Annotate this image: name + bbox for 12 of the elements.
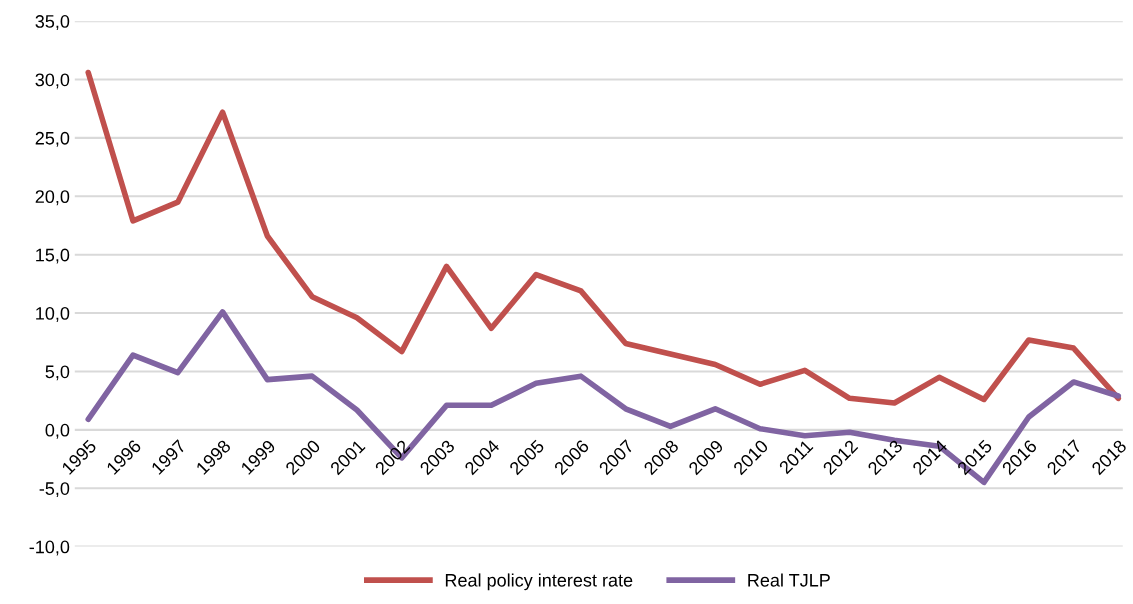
y-tick-label: 0,0 — [45, 423, 70, 439]
y-tick-label: 15,0 — [36, 248, 70, 264]
y-tick-label: 10,0 — [36, 307, 70, 322]
y-tick-label: -10,0 — [29, 540, 70, 556]
legend-label: Real policy interest rate — [445, 573, 633, 591]
y-tick-label: 25,0 — [35, 131, 70, 147]
y-tick-label: 30,0 — [35, 73, 70, 89]
y-tick-label: -5,0 — [39, 482, 70, 498]
legend-label: Real TJLP — [748, 573, 830, 587]
y-tick-label: 20,0 — [35, 190, 70, 206]
y-tick-label: 35,0 — [35, 15, 70, 30]
y-tick-label: 5,0 — [45, 365, 70, 381]
